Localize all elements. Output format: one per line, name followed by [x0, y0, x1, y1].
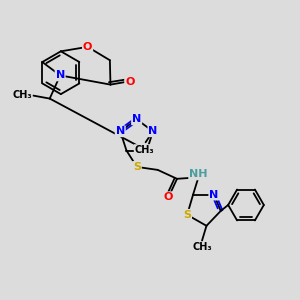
Text: O: O — [83, 42, 92, 52]
Text: O: O — [164, 192, 173, 202]
Text: N: N — [148, 126, 158, 136]
Text: N: N — [209, 190, 218, 200]
Text: N: N — [116, 126, 125, 136]
Text: CH₃: CH₃ — [12, 90, 32, 100]
Text: N: N — [56, 70, 65, 80]
Text: O: O — [125, 76, 134, 87]
Text: NH: NH — [189, 169, 208, 179]
Text: S: S — [183, 210, 191, 220]
Text: N: N — [132, 114, 141, 124]
Text: CH₃: CH₃ — [192, 242, 212, 252]
Text: CH₃: CH₃ — [134, 145, 154, 155]
Text: S: S — [133, 162, 141, 172]
